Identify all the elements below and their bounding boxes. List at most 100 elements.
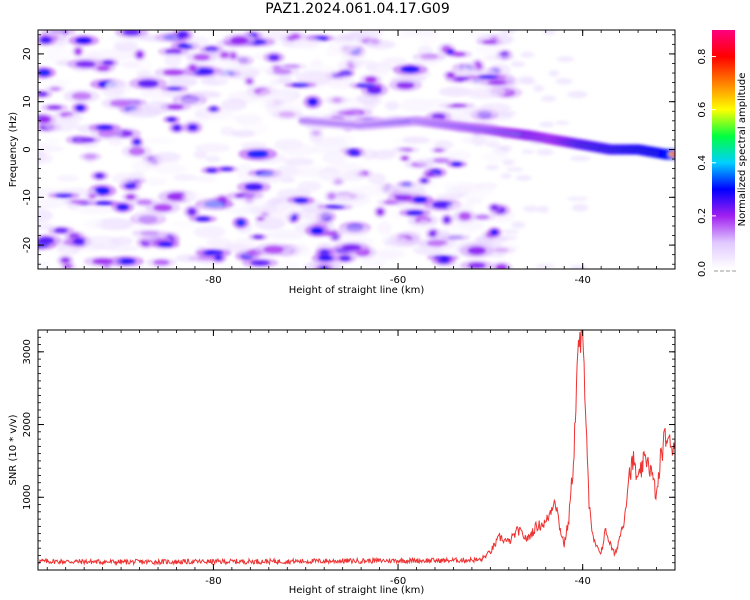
noise-blob [38, 145, 65, 153]
noise-blob [232, 198, 266, 206]
noise-blob [500, 229, 520, 234]
noise-blob [312, 141, 350, 155]
noise-blob [295, 70, 334, 85]
y-tick-label: 2000 [22, 412, 33, 437]
noise-blob-core [327, 192, 336, 200]
noise-blob-core [75, 104, 85, 112]
noise-blob [376, 248, 405, 260]
heatmap-x-ticks: -80 -60 -40 [46, 30, 676, 286]
y-tick-label: 0 [22, 146, 33, 152]
noise-blob [38, 223, 56, 231]
heatmap-x-axis-label: Height of straight line (km) [289, 285, 425, 296]
noise-blob [294, 207, 333, 221]
noise-blob [376, 221, 393, 235]
noise-blob [536, 148, 554, 156]
noise-blob-core [102, 60, 115, 66]
noise-blob [533, 85, 545, 92]
noise-blob-core [236, 219, 246, 227]
noise-blob [64, 114, 84, 123]
colorbar-ticks: 0.0 0.2 0.4 0.6 0.8 [697, 49, 736, 277]
noise-blob-core [94, 173, 105, 179]
noise-blob-core [133, 138, 141, 146]
noise-blob [105, 81, 128, 91]
noise-blob [375, 65, 392, 78]
noise-blob [194, 143, 231, 153]
noise-blob-core [219, 167, 234, 171]
noise-blob-core [478, 75, 499, 79]
noise-blob [205, 155, 221, 163]
noise-blob [485, 164, 499, 171]
noise-blob [566, 196, 588, 201]
noise-blob-core [263, 245, 285, 254]
noise-blob [569, 155, 591, 162]
noise-blob-core [338, 255, 352, 262]
noise-blob-core [401, 155, 409, 161]
colorbar-label: Normalized spectral amplitude [737, 73, 748, 227]
noise-blob [462, 61, 478, 76]
noise-blob-core [109, 99, 131, 107]
noise-blob-core [400, 65, 420, 73]
noise-blob-core [75, 60, 96, 68]
noise-blob-core [257, 216, 264, 221]
noise-blob-core [317, 255, 334, 262]
noise-blob-core [195, 216, 211, 222]
noise-blob-core [136, 50, 144, 59]
noise-blob-core [244, 183, 264, 191]
snr-y-ticks: 1000 2000 3000 [22, 329, 675, 571]
noise-blob [322, 151, 347, 165]
noise-blob [485, 142, 501, 148]
noise-blob [280, 175, 296, 183]
noise-blob-core [136, 199, 153, 206]
x-tick-label: -80 [205, 275, 221, 286]
noise-blob-core [376, 208, 384, 216]
y-tick-label: 3000 [22, 339, 33, 364]
noise-blob [413, 55, 441, 67]
snr-x-ticks: -80 -60 -40 [46, 330, 676, 587]
colorbar-gradient [712, 30, 735, 269]
snr-x-axis-label: Height of straight line (km) [289, 585, 425, 596]
y-tick-label: 20 [22, 48, 33, 61]
noise-blob [38, 152, 54, 165]
heatmap-y-axis-label: Frequency (Hz) [8, 112, 19, 188]
noise-blob [498, 235, 518, 241]
noise-blob-core [247, 150, 269, 159]
noise-blob [326, 75, 356, 89]
noise-blob [334, 193, 372, 207]
noise-blob [83, 152, 97, 163]
noise-blob [446, 202, 474, 211]
noise-blob [120, 61, 142, 69]
noise-blob-core [38, 91, 48, 97]
noise-blob [466, 197, 484, 204]
noise-blob [240, 141, 268, 150]
noise-blob [276, 260, 299, 269]
heatmap-marks [38, 30, 675, 269]
noise-blob [539, 121, 555, 128]
noise-blob [520, 51, 535, 58]
noise-blob [221, 98, 247, 111]
noise-blob [322, 96, 351, 105]
noise-blob [402, 136, 430, 144]
noise-blob-core [406, 210, 424, 216]
noise-blob [139, 59, 153, 73]
noise-blob [152, 152, 181, 163]
noise-blob-core [177, 30, 189, 39]
noise-blob [487, 253, 506, 258]
noise-blob [145, 177, 167, 186]
noise-blob-core [125, 194, 136, 200]
noise-blob [275, 201, 300, 216]
colorbar: 0.0 0.2 0.4 0.6 0.8 Normalized spectral ampl… [697, 30, 748, 277]
noise-blob-core [187, 123, 199, 132]
noise-blob-core [291, 83, 310, 87]
noise-blob-core [38, 236, 55, 245]
noise-blob [139, 34, 179, 42]
colorbar-tick-label: 0.2 [697, 208, 708, 224]
noise-blob [121, 108, 162, 118]
colorbar-tick-label: 0.6 [697, 102, 708, 118]
colorbar-tick-label: 0.4 [697, 155, 708, 171]
noise-blob-core [440, 256, 449, 261]
noise-blob [111, 172, 136, 184]
x-tick-label: -60 [390, 576, 406, 587]
noise-blob-core [166, 104, 184, 110]
noise-blob [265, 104, 303, 119]
noise-blob [267, 229, 305, 240]
